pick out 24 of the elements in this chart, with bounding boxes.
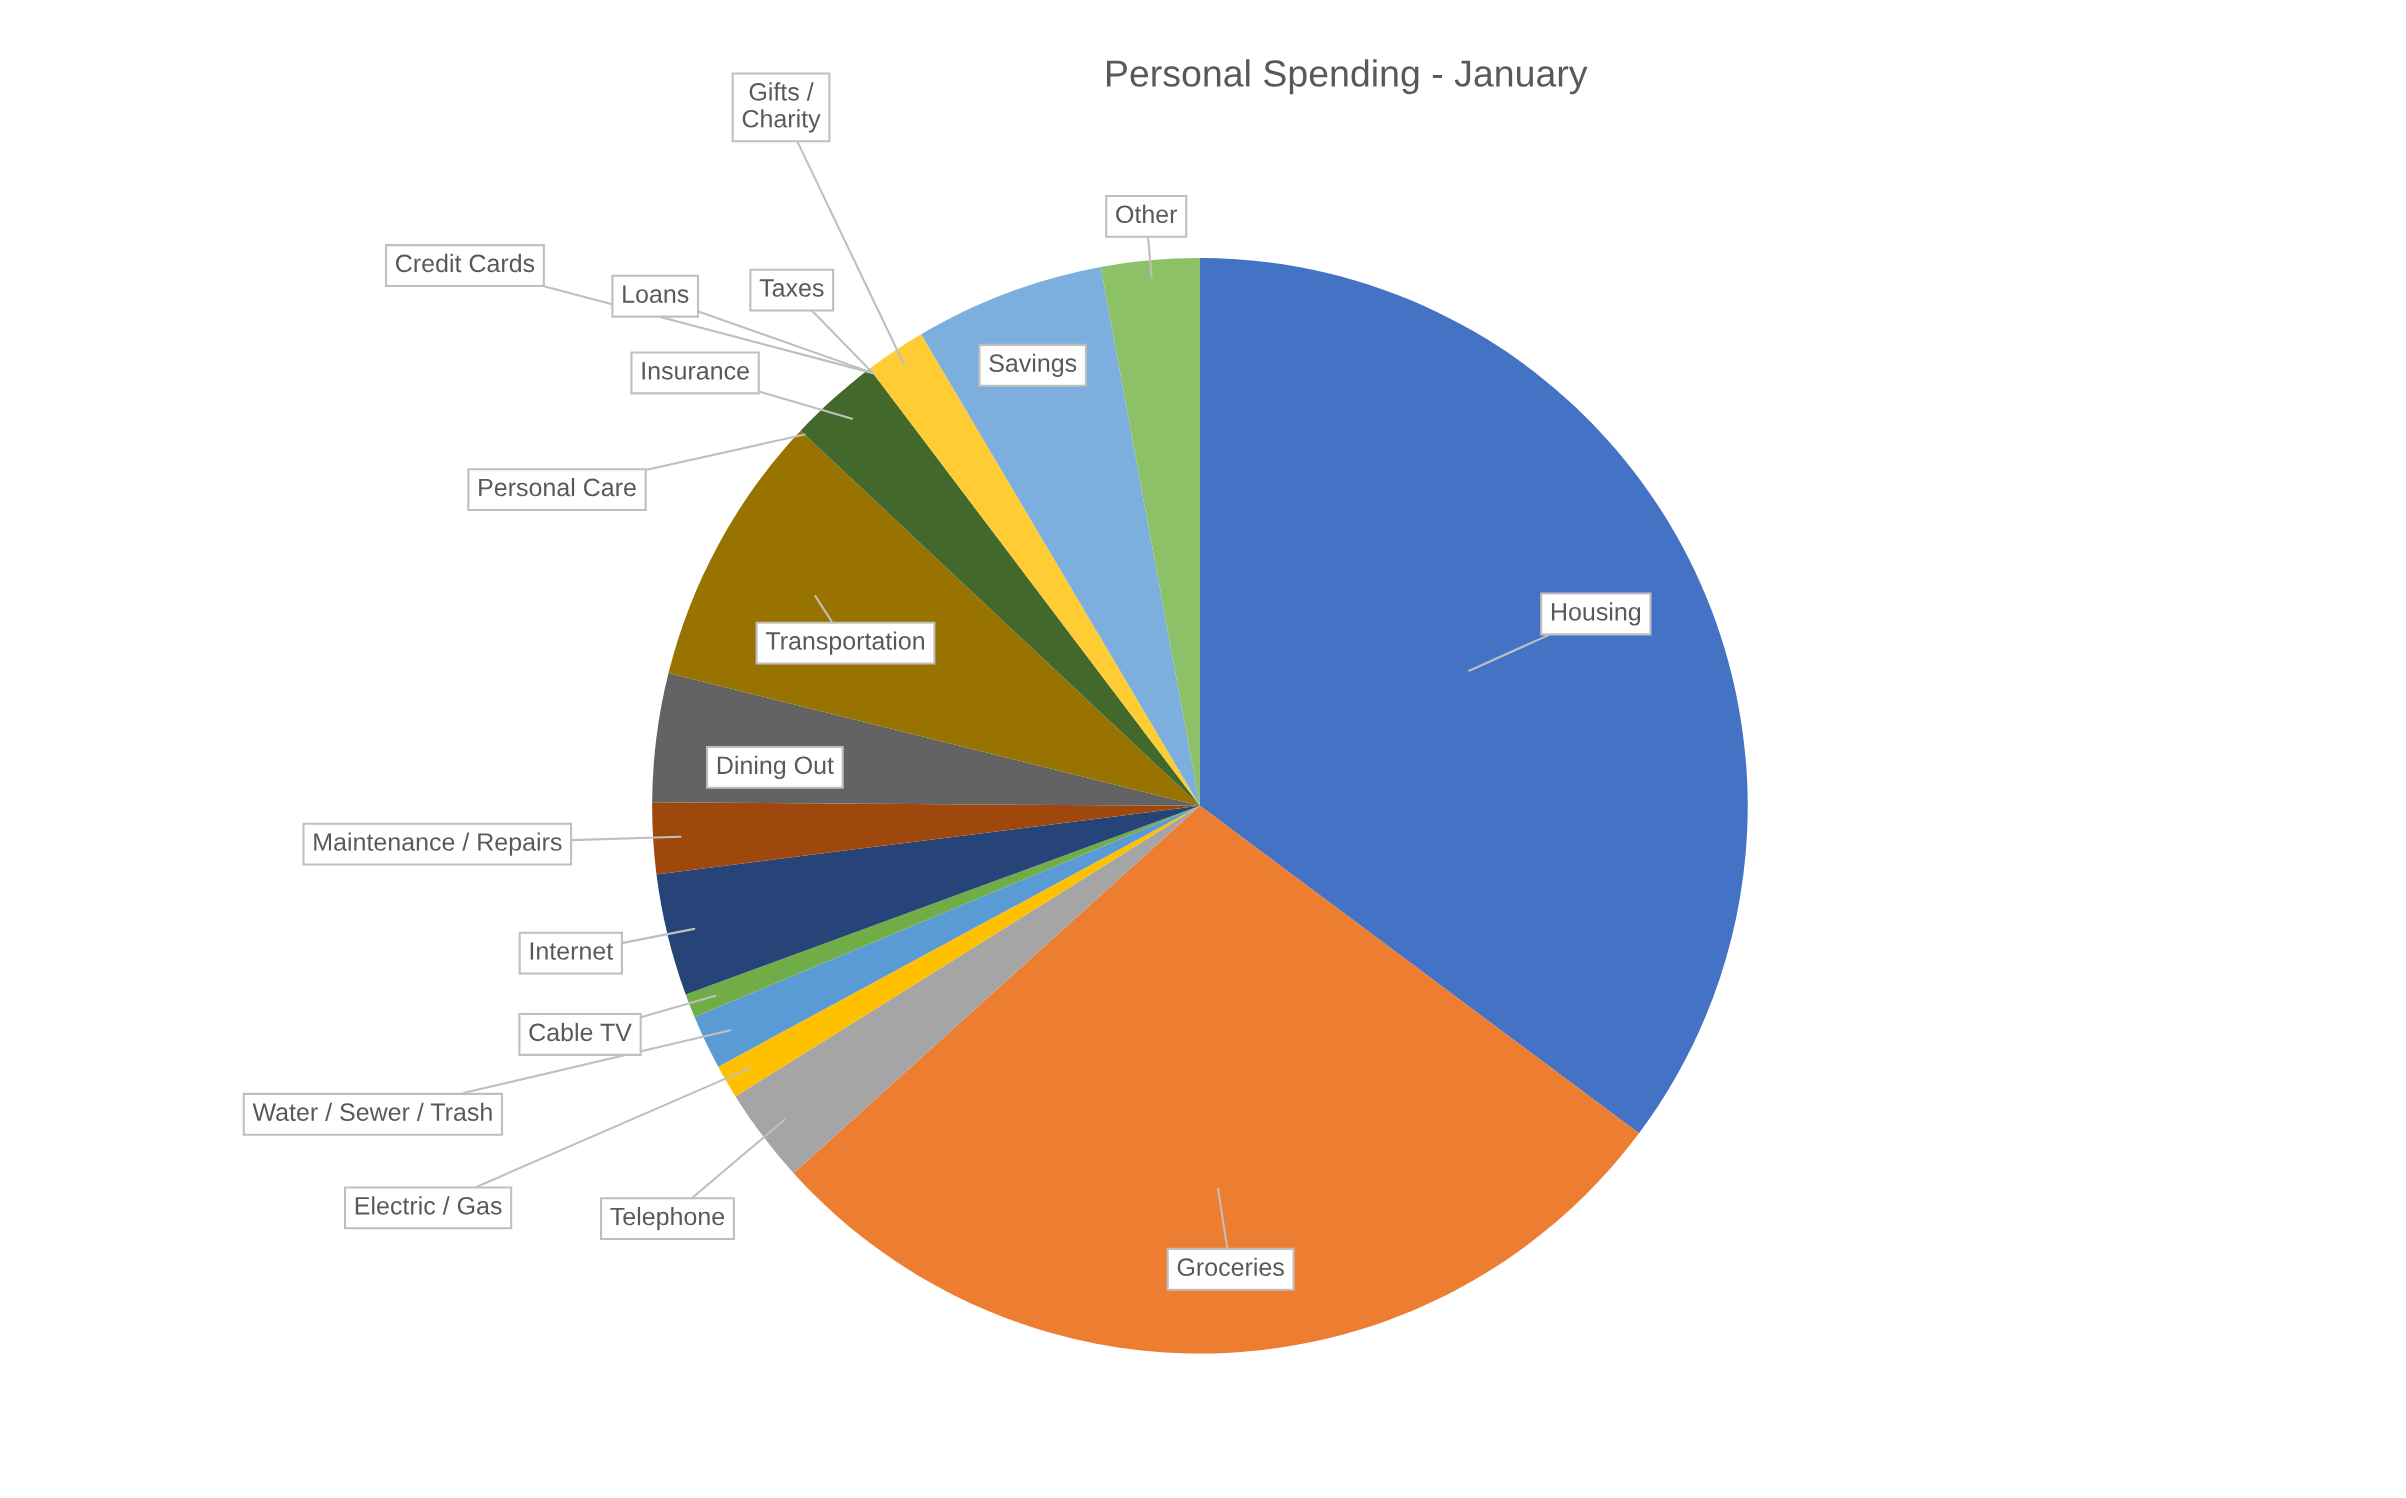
- pie-slice: [735, 805, 1200, 1174]
- slice-label: Dining Out: [717, 755, 834, 780]
- slice-label: Maintenance / Repairs: [314, 832, 562, 856]
- slice-label: Groceries: [1177, 1257, 1284, 1277]
- pie-slice: [1100, 257, 1200, 806]
- pie-slice: [656, 805, 1200, 995]
- category-label: Taxes: [759, 279, 824, 297]
- slice-label: Other: [1116, 204, 1178, 224]
- category-label: Credit Cards: [396, 253, 535, 273]
- slice-label: Gifts / Charity: [742, 82, 821, 133]
- slice-label: Cable TV: [529, 1022, 632, 1042]
- slice-label: Internet: [530, 942, 614, 960]
- category-label: Personal Care: [479, 477, 636, 497]
- slice-label: Electric / Gas: [355, 1196, 502, 1215]
- slice-label: Water / Sewer / Trash: [252, 1102, 492, 1121]
- slice-label: Savings: [989, 353, 1077, 377]
- chart-title: Personal Spending - January: [1106, 59, 1588, 95]
- pie-slice: [793, 805, 1640, 1354]
- slice-label: Insurance: [642, 362, 749, 380]
- pie-slice: [1199, 257, 1748, 1134]
- category-label: Loans: [623, 285, 689, 303]
- slice-label: Transportation: [765, 631, 924, 655]
- slice-label: Housing: [1552, 602, 1641, 626]
- slice-label: Telephone: [610, 1207, 725, 1231]
